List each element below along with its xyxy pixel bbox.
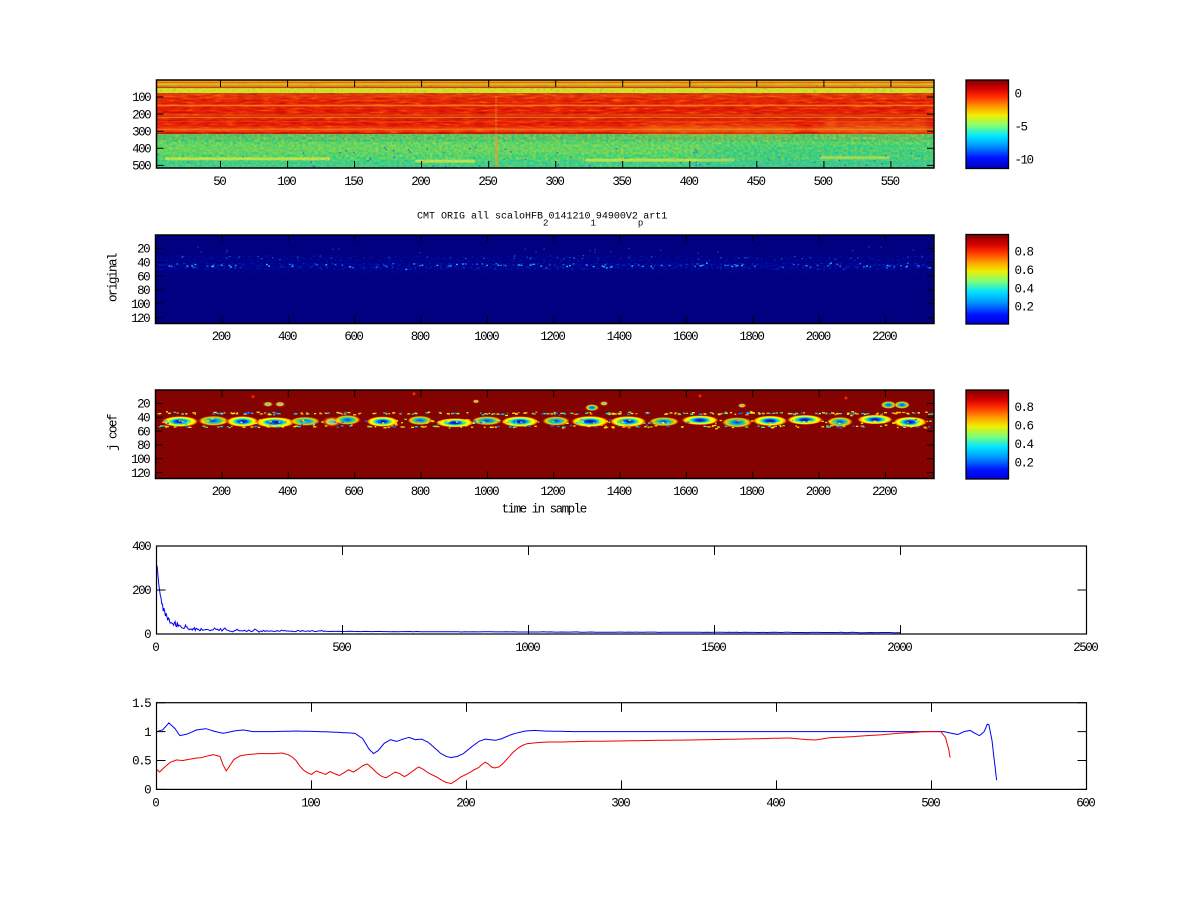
- svg-text:400: 400: [132, 143, 151, 157]
- svg-text:2500: 2500: [1073, 641, 1098, 655]
- svg-text:1000: 1000: [515, 641, 540, 655]
- svg-text:1.5: 1.5: [132, 697, 151, 711]
- svg-text:150: 150: [344, 175, 363, 189]
- svg-text:100: 100: [277, 175, 296, 189]
- svg-text:1000: 1000: [474, 330, 499, 344]
- svg-text:0: 0: [144, 784, 151, 798]
- svg-text:0.6: 0.6: [1015, 420, 1034, 434]
- svg-text:0: 0: [152, 641, 159, 655]
- svg-text:1500: 1500: [701, 641, 726, 655]
- svg-text:1800: 1800: [739, 330, 764, 344]
- svg-text:800: 800: [411, 485, 430, 499]
- svg-text:1000: 1000: [474, 485, 499, 499]
- svg-text:300: 300: [611, 797, 630, 811]
- svg-text:120: 120: [131, 467, 150, 481]
- svg-text:1200: 1200: [540, 485, 565, 499]
- svg-text:0.5: 0.5: [132, 755, 151, 769]
- svg-text:200: 200: [212, 485, 231, 499]
- svg-text:1400: 1400: [607, 330, 632, 344]
- svg-text:20: 20: [137, 243, 150, 257]
- svg-text:300: 300: [132, 125, 151, 139]
- svg-text:500: 500: [132, 160, 151, 174]
- svg-text:2200: 2200: [872, 330, 897, 344]
- svg-text:500: 500: [921, 797, 940, 811]
- svg-text:500: 500: [814, 175, 833, 189]
- svg-text:1: 1: [144, 726, 151, 740]
- svg-text:450: 450: [746, 175, 765, 189]
- svg-text:0.2: 0.2: [1015, 456, 1034, 470]
- svg-text:200: 200: [132, 584, 151, 598]
- svg-text:400: 400: [278, 485, 297, 499]
- svg-text:1600: 1600: [673, 330, 698, 344]
- svg-text:0: 0: [152, 797, 159, 811]
- svg-text:2000: 2000: [806, 330, 831, 344]
- svg-text:100: 100: [131, 453, 150, 467]
- svg-text:250: 250: [478, 175, 497, 189]
- svg-text:1400: 1400: [607, 485, 632, 499]
- svg-text:400: 400: [766, 797, 785, 811]
- svg-text:j coef: j coef: [107, 414, 121, 451]
- svg-text:time in sample: time in sample: [502, 503, 587, 517]
- svg-text:1800: 1800: [739, 485, 764, 499]
- svg-text:50: 50: [213, 175, 226, 189]
- svg-text:80: 80: [137, 284, 150, 298]
- svg-text:original: original: [107, 253, 121, 302]
- svg-text:0: 0: [1015, 87, 1022, 101]
- svg-text:200: 200: [456, 797, 475, 811]
- svg-text:1600: 1600: [673, 485, 698, 499]
- svg-text:-5: -5: [1015, 120, 1028, 134]
- svg-text:0.4: 0.4: [1015, 438, 1034, 452]
- svg-text:1200: 1200: [540, 330, 565, 344]
- svg-text:20: 20: [137, 398, 150, 412]
- svg-text:0.8: 0.8: [1015, 246, 1034, 260]
- svg-text:40: 40: [137, 412, 150, 426]
- svg-text:60: 60: [137, 425, 150, 439]
- svg-text:500: 500: [332, 641, 351, 655]
- svg-text:550: 550: [881, 175, 900, 189]
- svg-text:2200: 2200: [872, 485, 897, 499]
- svg-text:100: 100: [131, 298, 150, 312]
- svg-text:2000: 2000: [887, 641, 912, 655]
- svg-text:100: 100: [301, 797, 320, 811]
- svg-text:0.6: 0.6: [1015, 264, 1034, 278]
- svg-text:0.8: 0.8: [1015, 401, 1034, 415]
- svg-text:120: 120: [131, 312, 150, 326]
- svg-text:40: 40: [137, 257, 150, 271]
- svg-text:400: 400: [132, 540, 151, 554]
- svg-text:80: 80: [137, 439, 150, 453]
- svg-text:600: 600: [344, 330, 363, 344]
- svg-text:0: 0: [144, 628, 151, 642]
- svg-text:2000: 2000: [806, 485, 831, 499]
- svg-text:600: 600: [1076, 797, 1095, 811]
- svg-text:100: 100: [132, 91, 151, 105]
- svg-text:400: 400: [278, 330, 297, 344]
- svg-text:-10: -10: [1015, 153, 1034, 167]
- svg-text:300: 300: [545, 175, 564, 189]
- svg-text:0.2: 0.2: [1015, 301, 1034, 315]
- svg-text:0.4: 0.4: [1015, 282, 1034, 296]
- svg-text:350: 350: [612, 175, 631, 189]
- svg-text:600: 600: [344, 485, 363, 499]
- svg-text:200: 200: [212, 330, 231, 344]
- svg-text:200: 200: [132, 108, 151, 122]
- svg-text:400: 400: [679, 175, 698, 189]
- svg-text:200: 200: [411, 175, 430, 189]
- svg-text:60: 60: [137, 270, 150, 284]
- svg-text:800: 800: [411, 330, 430, 344]
